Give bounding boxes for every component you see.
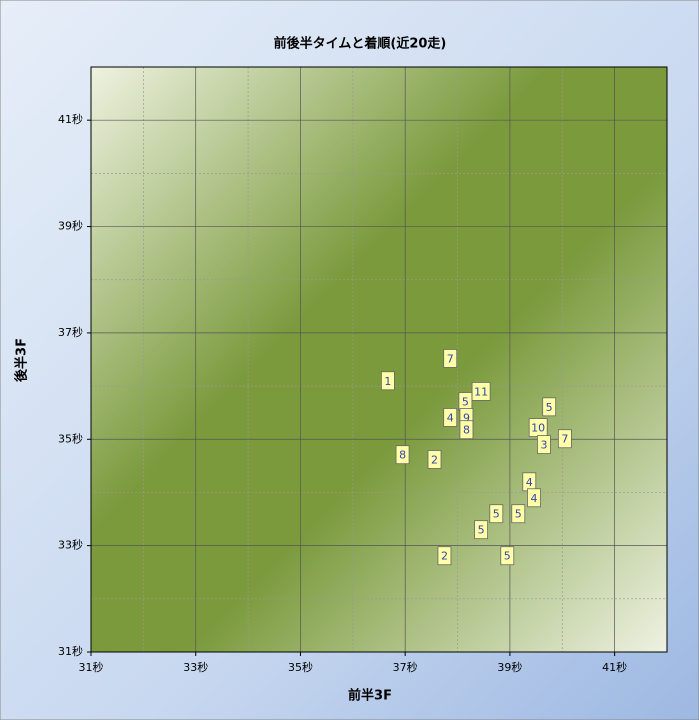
y-tick-label: 39秒	[58, 219, 83, 233]
x-tick-label: 35秒	[288, 660, 313, 674]
point: 2	[437, 546, 452, 566]
point-label: 3	[540, 439, 547, 452]
point: 3	[537, 435, 551, 454]
point: 5	[511, 504, 526, 524]
plot-area	[91, 67, 667, 652]
point-marker	[489, 504, 504, 524]
point-label: 5	[515, 508, 522, 521]
plot-border	[90, 66, 668, 653]
point: 10	[528, 418, 548, 437]
y-tick-label: 31秒	[58, 644, 83, 658]
point-marker	[459, 420, 474, 440]
point-label: 8	[463, 424, 470, 437]
point-marker	[381, 371, 395, 391]
y-tick-label: 35秒	[58, 431, 83, 445]
point-label: 9	[463, 411, 470, 424]
x-tick-label: 33秒	[183, 660, 208, 674]
point-marker	[527, 488, 541, 508]
point: 5	[500, 546, 515, 566]
point-label: 5	[504, 550, 511, 563]
point-label: 7	[561, 433, 568, 446]
point: 5	[542, 397, 557, 417]
point-marker	[443, 349, 458, 368]
point: 7	[443, 349, 458, 368]
point-marker	[542, 397, 557, 417]
point-label: 4	[530, 492, 537, 505]
point: 5	[458, 392, 473, 411]
point-label: 2	[441, 550, 448, 563]
point: 4	[443, 408, 458, 427]
point-marker	[437, 546, 452, 566]
x-tick-label: 31秒	[79, 660, 104, 674]
point: 1	[381, 371, 395, 391]
point-label: 1	[384, 375, 391, 388]
point-label: 5	[493, 508, 500, 521]
point: 5	[489, 504, 504, 524]
point: 5	[474, 520, 489, 540]
point-marker	[537, 435, 551, 454]
y-axis-label: 後半3F	[14, 338, 30, 382]
point-marker	[511, 504, 526, 524]
point-label: 4	[447, 411, 454, 424]
point-label: 2	[431, 453, 438, 466]
point: 4	[522, 472, 537, 492]
point: 11	[471, 382, 491, 401]
x-tick-label: 39秒	[497, 660, 522, 674]
point-marker	[474, 520, 489, 540]
point: 8	[459, 420, 474, 440]
point: 4	[527, 488, 541, 508]
point: 2	[427, 450, 442, 469]
point-label: 5	[546, 401, 553, 414]
y-tick-label: 37秒	[58, 325, 83, 339]
x-tick-label: 41秒	[602, 660, 627, 674]
point-label: 10	[531, 422, 545, 435]
point-marker	[395, 445, 410, 465]
point-marker	[471, 382, 491, 401]
point-marker	[500, 546, 515, 566]
point-marker	[443, 408, 458, 427]
point-label: 11	[474, 385, 488, 398]
point-label: 8	[399, 449, 406, 462]
x-tick-label: 37秒	[393, 660, 418, 674]
point-marker	[557, 429, 572, 449]
point-label: 4	[526, 476, 533, 489]
point-label: 5	[478, 524, 485, 537]
y-tick-label: 33秒	[58, 538, 83, 552]
point-marker	[427, 450, 442, 469]
y-tick-label: 41秒	[58, 112, 83, 126]
point: 8	[395, 445, 410, 465]
x-axis-label: 前半3F	[348, 688, 392, 704]
point: 7	[557, 429, 572, 449]
chart-title: 前後半タイムと着順(近20走)	[274, 36, 447, 52]
point-label: 5	[462, 396, 469, 409]
point-label: 7	[447, 352, 454, 365]
